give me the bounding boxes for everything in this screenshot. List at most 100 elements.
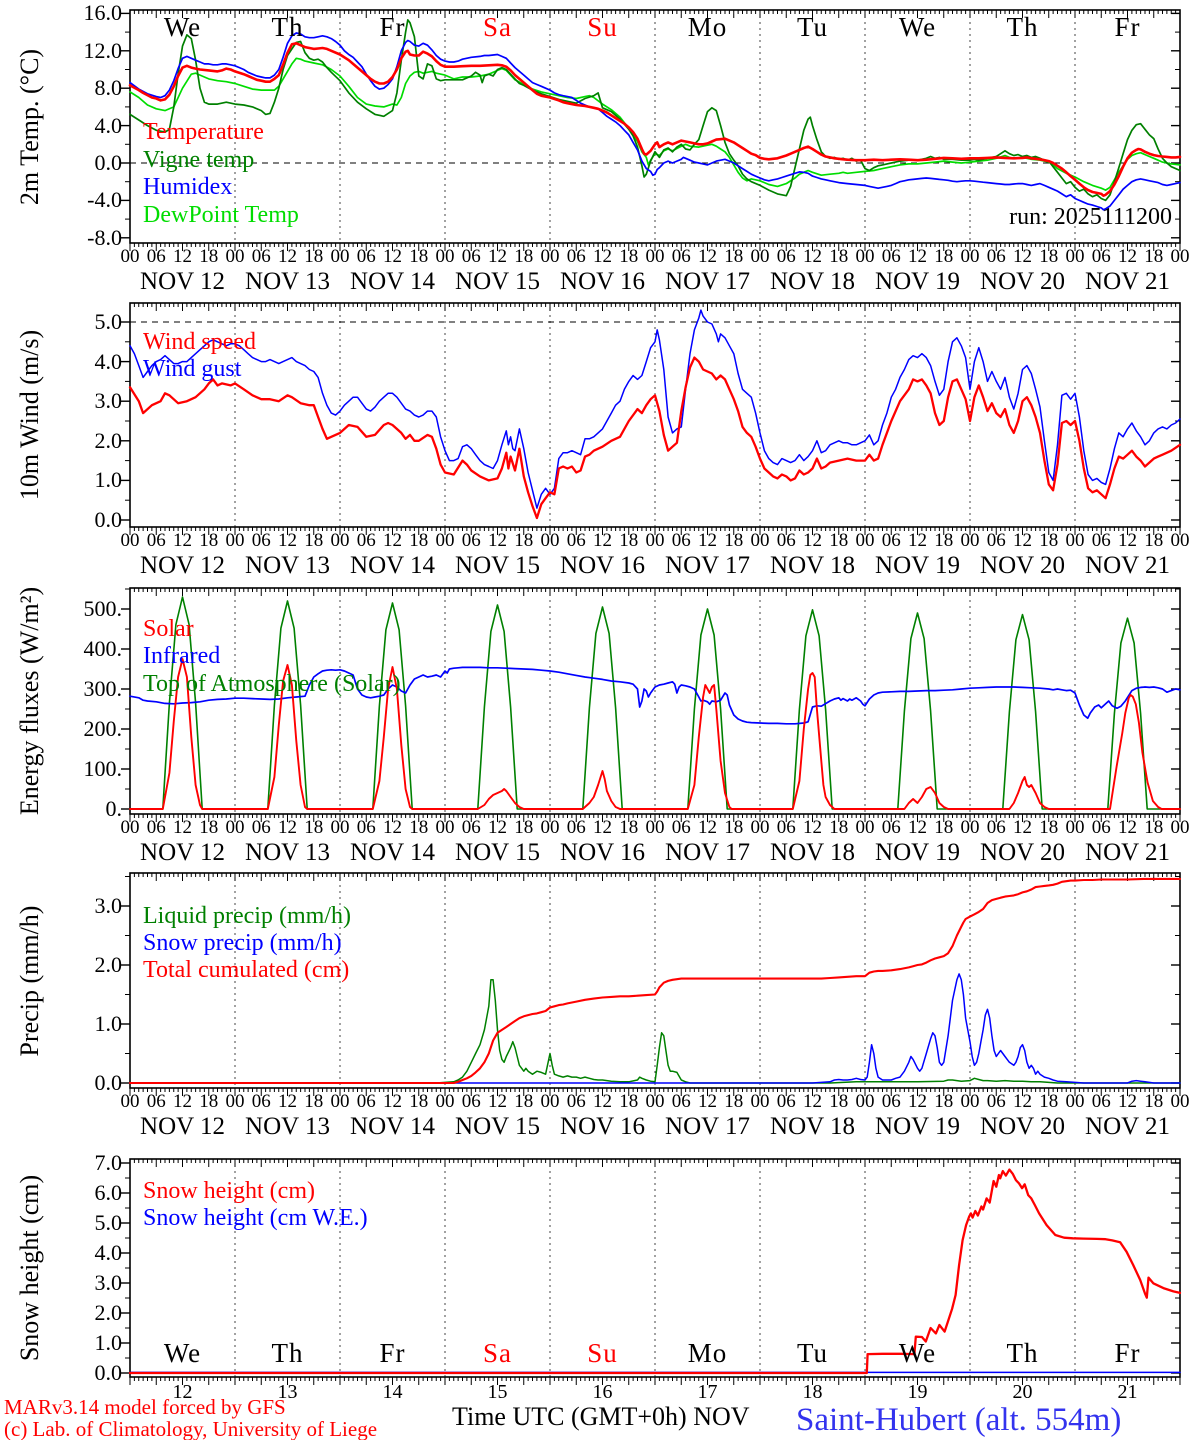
weekday-label: Fr xyxy=(379,12,406,42)
hour-label: 12 xyxy=(383,817,402,838)
y-tick-label: 12.0 xyxy=(83,37,123,63)
y-axis-title-temp2m: 2m Temp. (°C) xyxy=(15,48,44,205)
hour-label: 06 xyxy=(461,246,481,267)
y-axis-title-fluxes: Energy fluxes (W/m²) xyxy=(15,586,44,816)
date-label: NOV 21 xyxy=(1085,268,1170,295)
weekday-label: Sa xyxy=(483,12,512,42)
hour-label: 00 xyxy=(330,246,350,267)
hour-label: 12 xyxy=(488,530,507,551)
hour-label: 12 xyxy=(278,817,297,838)
footer-model-credit: MARv3.14 model forced by GFS xyxy=(4,1395,286,1419)
y-tick-label: 3.0 xyxy=(94,388,123,414)
hour-label: 06 xyxy=(251,817,271,838)
y-tick-label: 4.0 xyxy=(94,348,123,374)
hour-label: 00 xyxy=(750,1091,770,1112)
hour-label: 06 xyxy=(356,817,376,838)
hour-label: 00 xyxy=(540,817,560,838)
hour-label: 06 xyxy=(146,530,166,551)
date-label: NOV 16 xyxy=(560,268,645,295)
date-label: NOV 20 xyxy=(980,552,1065,579)
hour-label: 00 xyxy=(120,1091,140,1112)
y-tick-label: 0.0 xyxy=(94,150,123,175)
hour-label: 06 xyxy=(1091,1091,1111,1112)
date-label: NOV 18 xyxy=(770,839,855,866)
hour-label: 00 xyxy=(645,817,665,838)
series-snow-height xyxy=(128,1168,1182,1375)
legend-humidex: Humidex xyxy=(143,174,233,200)
hour-label: 18 xyxy=(619,246,639,267)
weekday-label: Fr xyxy=(1114,12,1141,42)
day-number-label: 15 xyxy=(487,1381,508,1403)
hour-label: 12 xyxy=(908,246,927,267)
hour-label: 12 xyxy=(383,246,402,267)
weekday-label: Fr xyxy=(1114,1338,1141,1368)
y-tick-label: 1.0 xyxy=(94,467,123,493)
weekday-label: Fr xyxy=(379,1338,406,1368)
y-tick-label: 300. xyxy=(83,676,123,701)
hour-label: 18 xyxy=(304,246,324,267)
weekday-label: Mo xyxy=(687,12,728,42)
hour-label: 18 xyxy=(1039,530,1059,551)
hour-label: 06 xyxy=(986,530,1006,551)
date-label: NOV 13 xyxy=(245,268,330,295)
hour-label: 12 xyxy=(173,1091,192,1112)
hour-label: 06 xyxy=(881,1091,901,1112)
series-wind-speed xyxy=(128,356,1182,520)
hour-label: 00 xyxy=(855,817,875,838)
date-label: NOV 19 xyxy=(875,268,960,295)
footer-station-label: Saint-Hubert (alt. 554m) xyxy=(796,1402,1122,1438)
date-label: NOV 20 xyxy=(980,1113,1065,1140)
series-snow-precip xyxy=(129,973,1181,1084)
hour-label: 18 xyxy=(724,817,744,838)
legend-snow-precip-mm-h: Snow precip (mm/h) xyxy=(143,930,342,956)
run-label: run: 2025111200 xyxy=(1009,204,1172,230)
y-tick-label: 0.0 xyxy=(94,507,123,532)
date-label: NOV 16 xyxy=(560,552,645,579)
hour-label: 00 xyxy=(855,530,875,551)
hour-label: 12 xyxy=(278,530,297,551)
series-solar xyxy=(129,658,1181,810)
hour-label: 12 xyxy=(488,817,507,838)
hour-label: 06 xyxy=(461,1091,481,1112)
hour-label: 12 xyxy=(1013,530,1032,551)
date-label: NOV 21 xyxy=(1085,839,1170,866)
y-tick-label: 0. xyxy=(105,796,123,821)
hour-label: 18 xyxy=(1039,246,1059,267)
hour-label: 06 xyxy=(671,1091,691,1112)
day-number-label: 14 xyxy=(382,1381,403,1403)
hour-label: 00 xyxy=(1065,246,1085,267)
hour-label: 00 xyxy=(750,246,770,267)
series-temperature xyxy=(128,41,1182,197)
hour-label: 18 xyxy=(409,817,429,838)
date-label: NOV 14 xyxy=(350,552,435,579)
hour-label: 06 xyxy=(1091,817,1111,838)
hour-label: 00 xyxy=(750,530,770,551)
footer-lab-credit: (c) Lab. of Climatology, University of L… xyxy=(4,1417,378,1440)
hour-label: 12 xyxy=(803,530,822,551)
weekday-label: Su xyxy=(587,12,618,42)
hour-label: 18 xyxy=(199,246,219,267)
y-tick-label: -4.0 xyxy=(87,187,122,213)
hour-label: 00 xyxy=(1065,817,1085,838)
hour-label: 12 xyxy=(1118,817,1137,838)
y-tick-label: 8.0 xyxy=(94,75,123,101)
legend-temperature: Temperature xyxy=(143,119,264,145)
date-label: NOV 16 xyxy=(560,1113,645,1140)
y-tick-label: 16.0 xyxy=(83,0,123,26)
hour-label: 18 xyxy=(1039,1091,1059,1112)
hour-label: 06 xyxy=(671,817,691,838)
hour-label: 00 xyxy=(330,817,350,838)
hour-label: 18 xyxy=(1144,817,1164,838)
hour-label: 06 xyxy=(986,817,1006,838)
y-tick-label: 200. xyxy=(83,716,123,741)
day-number-label: 18 xyxy=(802,1381,823,1403)
hour-label: 18 xyxy=(199,817,219,838)
hour-label: 12 xyxy=(803,1091,822,1112)
series-infrared xyxy=(129,666,1181,725)
hour-label: 18 xyxy=(934,1091,954,1112)
y-tick-label: 0.0 xyxy=(94,1070,123,1095)
hour-label: 12 xyxy=(1013,1091,1032,1112)
hour-label: 18 xyxy=(1039,817,1059,838)
legend-wind-speed: Wind speed xyxy=(143,329,257,355)
